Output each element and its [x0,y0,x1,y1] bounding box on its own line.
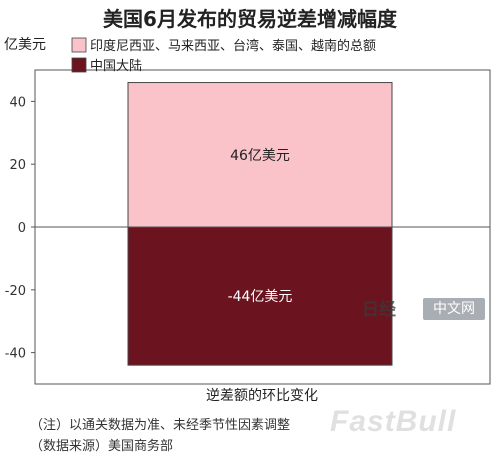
y-tick-label: 40 [9,95,26,110]
bar-china-mainland [127,226,393,366]
legend-swatch [71,37,87,53]
legend-label: 中国大陆 [90,58,142,74]
bars: 46亿美元 -44亿美元 [127,82,393,366]
y-axis-label: 亿美元 [4,37,46,53]
chart-title: 美国6月发布的贸易逆差增减幅度 [103,7,398,31]
x-axis-label: 逆差额的环比变化 [206,388,318,404]
y-axis-ticks: 40 20 0 -20 -40 [5,95,35,362]
bar-value-label: -44亿美元 [228,289,293,305]
fastbull-watermark: FastBull [330,405,457,438]
nikkei-logo: 日经 [362,299,396,319]
y-tick-label: 20 [9,158,26,173]
note-customs: （注）以通关数据为准、未经季节性因素调整 [30,418,291,433]
y-tick-label: -40 [5,347,26,362]
legend-swatch [71,57,87,73]
note-source: （数据来源）美国商务部 [30,439,174,454]
legend-label: 印度尼西亚、马来西亚、台湾、泰国、越南的总额 [90,38,376,54]
y-tick-label: 0 [18,221,26,236]
svg-text:日经: 日经 [362,299,396,319]
bar-value-label: 46亿美元 [230,148,290,164]
y-tick-label: -20 [5,284,26,299]
bar-southeast-asia-total [127,82,393,228]
watermark-badge: 中文网 [423,298,485,320]
